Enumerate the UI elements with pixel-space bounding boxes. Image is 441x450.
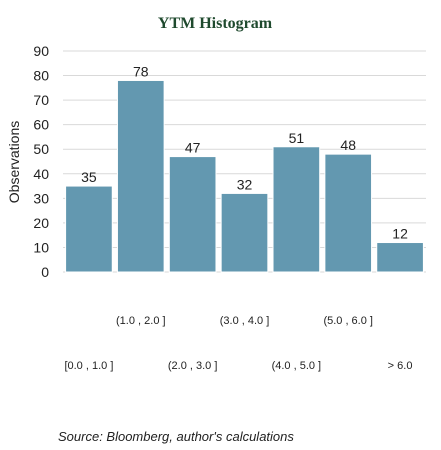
- y-tick-label: 90: [33, 43, 49, 59]
- bar: [65, 185, 113, 273]
- bar: [220, 192, 269, 273]
- y-axis-label: Observations: [6, 121, 22, 203]
- x-category-label: [0.0 , 1.0 ]: [64, 360, 113, 372]
- y-tick-label: 30: [33, 190, 49, 206]
- source-note: Source: Bloomberg, author's calculations: [58, 429, 294, 444]
- data-label: 32: [237, 176, 253, 192]
- data-label: 51: [289, 130, 305, 146]
- bar: [168, 156, 217, 273]
- histogram-chart: YTM Histogram 0 10 20 30 40 50 60 70 80 90 Observ…: [6, 15, 426, 372]
- x-category-label: (4.0 , 5.0 ]: [272, 360, 322, 372]
- data-label: 48: [340, 137, 356, 153]
- y-tick-label: 50: [33, 141, 49, 157]
- data-labels: 35 78 47 32 51 48 12: [81, 63, 408, 241]
- chart-title: YTM Histogram: [158, 15, 273, 32]
- y-tick-label: 70: [33, 92, 49, 108]
- bar: [376, 242, 424, 273]
- x-category-label: (2.0 , 3.0 ]: [168, 360, 218, 372]
- y-tick-label: 80: [33, 68, 49, 84]
- bar: [116, 79, 165, 273]
- data-label: 35: [81, 169, 97, 185]
- x-category-label: (3.0 , 4.0 ]: [220, 315, 270, 327]
- y-tick-label: 60: [33, 117, 49, 133]
- data-label: 12: [392, 226, 408, 242]
- x-category-label: (5.0 , 6.0 ]: [323, 315, 373, 327]
- x-category-label: (1.0 , 2.0 ]: [116, 315, 166, 327]
- y-tick-label: 0: [41, 264, 49, 280]
- data-label: 47: [185, 140, 201, 156]
- y-tick-label: 10: [33, 239, 49, 255]
- y-axis-ticks: 0 10 20 30 40 50 60 70 80 90: [33, 43, 49, 280]
- bars: [65, 79, 424, 273]
- bar: [272, 146, 321, 273]
- x-axis-categories: [0.0 , 1.0 ] (1.0 , 2.0 ] (2.0 , 3.0 ] (3.0…: [64, 315, 412, 372]
- y-tick-label: 40: [33, 166, 49, 182]
- bar: [324, 153, 373, 273]
- data-label: 78: [133, 63, 149, 79]
- y-tick-label: 20: [33, 215, 49, 231]
- x-category-label: > 6.0: [388, 360, 413, 372]
